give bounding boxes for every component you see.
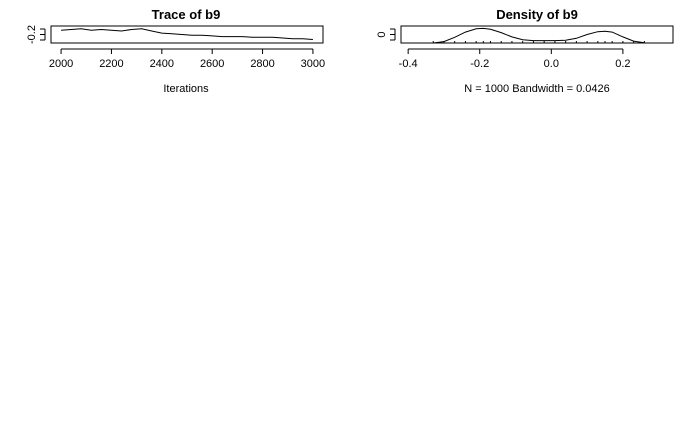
density-series-line [433, 27, 645, 44]
density-panel: Density of b9 -0.4 -0.2 0.0 0.2 0 N = 1000 B… [376, 7, 674, 95]
trace-plot-box [50, 25, 324, 44]
trace-x-tick-label: 2600 [200, 58, 224, 70]
trace-panel: Trace of b9 2000 2200 2400 2600 2800 3000 -0.2… [26, 7, 325, 95]
trace-x-tick-label: 2400 [150, 58, 174, 70]
trace-x-axis-label: Iterations [163, 83, 209, 95]
trace-x-tick-label: 2800 [250, 58, 274, 70]
trace-series-line [61, 28, 313, 40]
density-axes: -0.4 -0.2 0.0 0.2 0 [376, 28, 631, 70]
density-x-tick-label: 0.0 [544, 58, 559, 70]
trace-x-tick-label: 3000 [301, 58, 325, 70]
density-x-tick-label: 0.2 [615, 58, 630, 70]
trace-title: Trace of b9 [152, 7, 221, 22]
density-x-axis-label: N = 1000 Bandwidth = 0.0426 [464, 83, 610, 95]
density-x-tick-label: -0.2 [470, 58, 489, 70]
density-plot-box [400, 25, 674, 44]
density-y-tick-label: 0 [376, 31, 388, 37]
density-rug [432, 41, 645, 43]
trace-axes: 2000 2200 2400 2600 2800 3000 -0.2 [26, 25, 325, 70]
density-title: Density of b9 [496, 7, 578, 22]
trace-x-tick-label: 2000 [49, 58, 73, 70]
trace-x-tick-label: 2200 [99, 58, 123, 70]
trace-y-tick-label: -0.2 [26, 25, 38, 44]
density-x-tick-label: -0.4 [399, 58, 418, 70]
